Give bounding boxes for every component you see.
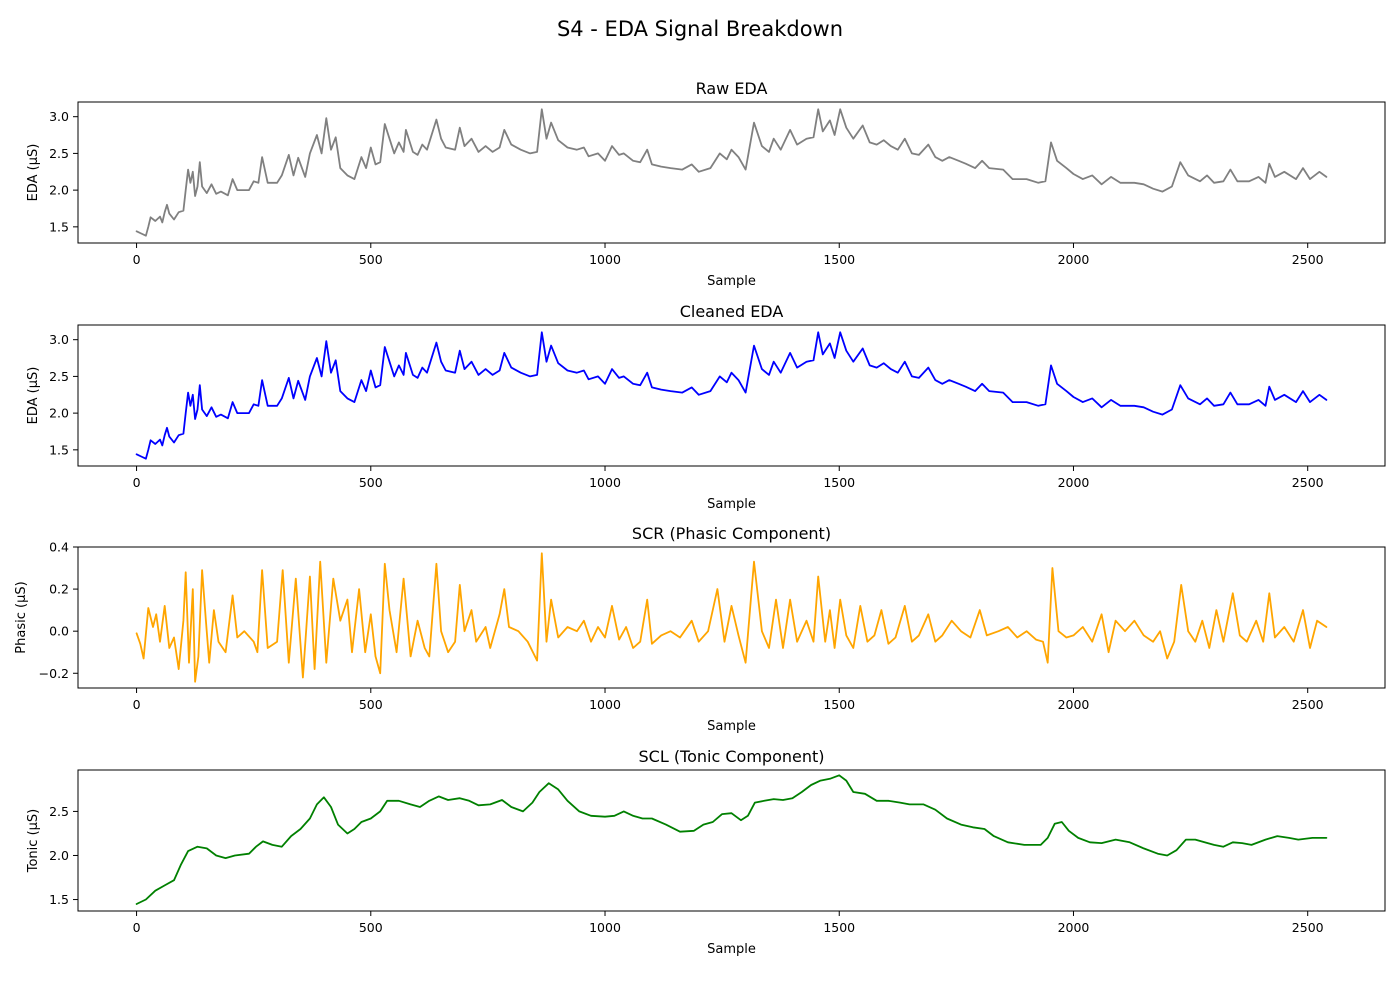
panel-3-ytick-label: 0.4	[49, 540, 69, 555]
panel-1-xtick-label: 500	[359, 252, 383, 267]
panel-2-xtick-label: 2000	[1058, 475, 1090, 490]
panel-1-ytick-label: 3.0	[49, 109, 69, 124]
panel-1-xtick-label: 2500	[1292, 252, 1324, 267]
panel-4-title: SCL (Tonic Component)	[638, 747, 824, 766]
panel-1-axes-frame	[77, 101, 1386, 244]
panel-1-xtick-label: 1500	[823, 252, 855, 267]
panel-3-xtick-label: 0	[133, 697, 141, 712]
panel-2-ytick-label: 2.5	[49, 369, 69, 384]
panel-3: 0 500 1000 1500 2000 2500 −0.2 0.0 0.2 0.4 SCR (Ph…	[14, 524, 1386, 734]
panel-2-xlabel: Sample	[707, 497, 756, 512]
panel-2-title: Cleaned EDA	[680, 302, 784, 321]
panel-4-series-line	[135, 774, 1328, 905]
panel-3-xlabel: Sample	[707, 719, 756, 734]
panel-2-xtick-label: 2500	[1292, 475, 1324, 490]
panel-4-ytick-label: 2.5	[49, 804, 69, 819]
panel-1-xtick-label: 2000	[1058, 252, 1090, 267]
panel-4-xtick-label: 500	[359, 920, 383, 935]
figure-title: S4 - EDA Signal Breakdown	[557, 17, 843, 41]
panel-4-xtick-label: 0	[133, 920, 141, 935]
panel-2-ytick-label: 1.5	[49, 442, 69, 457]
panel-1-series-line	[135, 108, 1328, 237]
panel-3-ytick-label: 0.0	[49, 624, 69, 639]
panel-3-xtick-label: 500	[359, 697, 383, 712]
subplot-panels: 0 500 1000 1500 2000 2500 1.5 2.0 2.5 3.0 Raw EDA S…	[14, 79, 1386, 957]
panel-2-xtick-label: 1500	[823, 475, 855, 490]
panel-1-xtick-label: 0	[133, 252, 141, 267]
panel-2-axes-frame	[77, 324, 1386, 467]
panel-1: 0 500 1000 1500 2000 2500 1.5 2.0 2.5 3.0 Raw EDA S…	[26, 79, 1386, 289]
panel-3-xtick-label: 1000	[589, 697, 621, 712]
panel-2-xtick-label: 1000	[589, 475, 621, 490]
panel-2: 0 500 1000 1500 2000 2500 1.5 2.0 2.5 3.0 Cleaned …	[26, 302, 1386, 512]
panel-2-series-line	[135, 331, 1328, 460]
panel-1-xlabel: Sample	[707, 274, 756, 289]
panel-3-axes-frame	[77, 546, 1386, 689]
panel-1-ytick-label: 2.5	[49, 146, 69, 161]
panel-2-ylabel: EDA (µS)	[26, 367, 41, 425]
panel-2-xtick-label: 500	[359, 475, 383, 490]
panel-1-ylabel: EDA (µS)	[26, 144, 41, 202]
panel-3-ytick-label: 0.2	[49, 582, 69, 597]
panel-4: 0 500 1000 1500 2000 2500 1.5 2.0 2.5 SCL (Tonic …	[26, 747, 1386, 957]
panel-4-xtick-label: 2500	[1292, 920, 1324, 935]
panel-1-ytick-label: 2.0	[49, 183, 69, 198]
panel-4-ytick-label: 2.0	[49, 848, 69, 863]
panel-3-xtick-label: 2500	[1292, 697, 1324, 712]
panel-4-xtick-label: 1500	[823, 920, 855, 935]
panel-3-xtick-label: 1500	[823, 697, 855, 712]
panel-4-ytick-label: 1.5	[49, 892, 69, 907]
panel-3-ylabel: Phasic (µS)	[14, 581, 29, 653]
panel-2-ytick-label: 2.0	[49, 406, 69, 421]
panel-3-ytick-label: −0.2	[39, 666, 69, 681]
panel-1-title: Raw EDA	[696, 79, 768, 98]
panel-2-xtick-label: 0	[133, 475, 141, 490]
panel-3-title: SCR (Phasic Component)	[632, 524, 831, 543]
panel-1-xtick-label: 1000	[589, 252, 621, 267]
panel-2-ytick-label: 3.0	[49, 332, 69, 347]
panel-3-series-line	[135, 552, 1328, 683]
panel-3-xtick-label: 2000	[1058, 697, 1090, 712]
panel-4-ylabel: Tonic (µS)	[26, 809, 41, 873]
panel-4-xtick-label: 2000	[1058, 920, 1090, 935]
panel-1-ytick-label: 1.5	[49, 219, 69, 234]
panel-4-axes-frame	[77, 769, 1386, 912]
panel-4-xlabel: Sample	[707, 942, 756, 957]
panel-4-xtick-label: 1000	[589, 920, 621, 935]
